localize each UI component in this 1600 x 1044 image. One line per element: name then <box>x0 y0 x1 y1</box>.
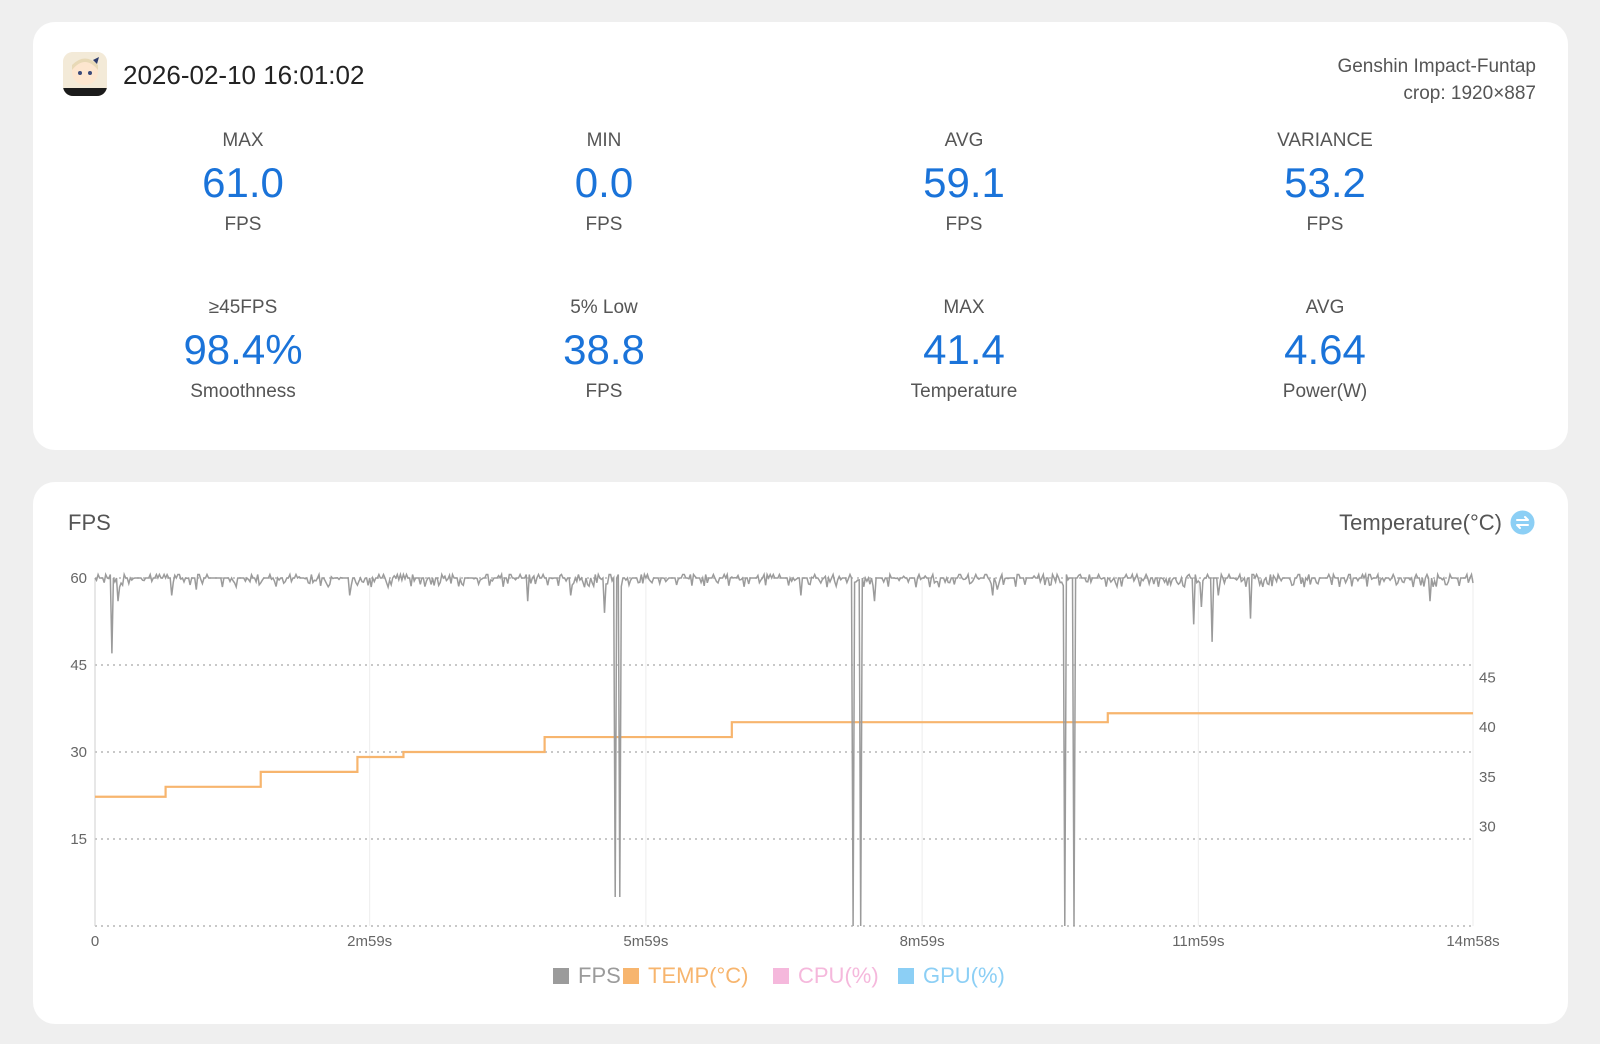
x-tick-label: 2m59s <box>347 933 392 950</box>
stat-unit: FPS <box>945 214 983 235</box>
chart-card: FPS Temperature(°C) 15 30 45 60 30 35 40 45 0 2m5… <box>33 482 1568 1024</box>
legend-swatch <box>553 968 569 984</box>
swap-icon[interactable] <box>1510 510 1535 535</box>
legend-label: GPU(%) <box>923 963 1005 988</box>
stat-unit: FPS <box>224 214 262 235</box>
fps-series-line <box>94 571 1474 927</box>
stat-value: 4.64 <box>1284 326 1366 373</box>
stat-unit: Power(W) <box>1282 381 1368 402</box>
y-left-tick-label: 15 <box>70 831 87 848</box>
stat-label: MAX <box>943 297 985 318</box>
y-left-tick-label: 60 <box>70 570 87 587</box>
stat-label: ≥45FPS <box>208 297 278 318</box>
legend-label: TEMP(°C) <box>648 963 748 988</box>
stat-value: 41.4 <box>923 326 1005 373</box>
legend-label: CPU(%) <box>798 963 879 988</box>
stat-avg-power: AVG 4.64 Power(W) <box>1175 297 1475 403</box>
y-left-tick-label: 30 <box>70 744 87 761</box>
stat-value: 61.0 <box>202 159 284 206</box>
fps-temperature-chart: 15 30 45 60 30 35 40 45 0 2m59s 5m59s 8m59s 11m59s 14… <box>70 570 1499 988</box>
stat-max-fps: MAX 61.0 FPS <box>93 130 393 236</box>
crop-resolution: crop: 1920×887 <box>1403 83 1536 104</box>
stat-value: 98.4% <box>183 326 303 373</box>
game-app-icon <box>63 52 107 96</box>
stat-label: AVG <box>1305 297 1345 318</box>
stat-value: 59.1 <box>923 159 1005 206</box>
x-tick-label: 0 <box>91 933 99 950</box>
stat-smoothness: ≥45FPS 98.4% Smoothness <box>93 297 393 403</box>
stat-5pct-low: 5% Low 38.8 FPS <box>454 297 754 403</box>
stat-avg-fps: AVG 59.1 FPS <box>814 130 1114 236</box>
stat-unit: FPS <box>585 381 623 402</box>
y-right-tick-label: 45 <box>1479 669 1496 686</box>
stat-value: 0.0 <box>574 159 634 206</box>
chart-left-axis-title: FPS <box>68 510 111 535</box>
legend-swatch <box>773 968 789 984</box>
legend-label: FPS <box>578 963 621 988</box>
x-tick-label: 14m58s <box>1446 933 1499 950</box>
stat-value: 38.8 <box>563 326 645 373</box>
legend-swatch <box>623 968 639 984</box>
temperature-series-line <box>95 712 1473 798</box>
stat-unit: Temperature <box>910 381 1018 402</box>
summary-card: 2026-02-10 16:01:02 Genshin Impact-Funta… <box>33 22 1568 450</box>
stat-label: AVG <box>944 130 984 151</box>
stat-unit: FPS <box>585 214 623 235</box>
y-left-tick-label: 45 <box>70 657 87 674</box>
stat-min-fps: MIN 0.0 FPS <box>454 130 754 236</box>
y-right-tick-label: 30 <box>1479 819 1496 836</box>
y-right-tick-label: 40 <box>1479 719 1496 736</box>
app-name: Genshin Impact-Funtap <box>1337 56 1536 77</box>
stat-unit: Smoothness <box>190 381 296 402</box>
stat-unit: FPS <box>1306 214 1344 235</box>
x-tick-label: 11m59s <box>1172 933 1224 950</box>
stat-max-temperature: MAX 41.4 Temperature <box>814 297 1114 403</box>
x-tick-label: 5m59s <box>623 933 668 950</box>
chart-right-axis-title: Temperature(°C) <box>1339 510 1502 535</box>
stat-label: 5% Low <box>570 297 638 318</box>
session-datetime: 2026-02-10 16:01:02 <box>123 60 365 90</box>
legend-swatch <box>898 968 914 984</box>
x-tick-label: 8m59s <box>900 933 945 950</box>
stat-label: MIN <box>586 130 622 151</box>
y-right-tick-label: 35 <box>1479 769 1496 786</box>
stat-label: MAX <box>222 130 264 151</box>
stat-variance: VARIANCE 53.2 FPS <box>1175 130 1475 236</box>
stat-label: VARIANCE <box>1277 130 1373 151</box>
stat-value: 53.2 <box>1284 159 1366 206</box>
